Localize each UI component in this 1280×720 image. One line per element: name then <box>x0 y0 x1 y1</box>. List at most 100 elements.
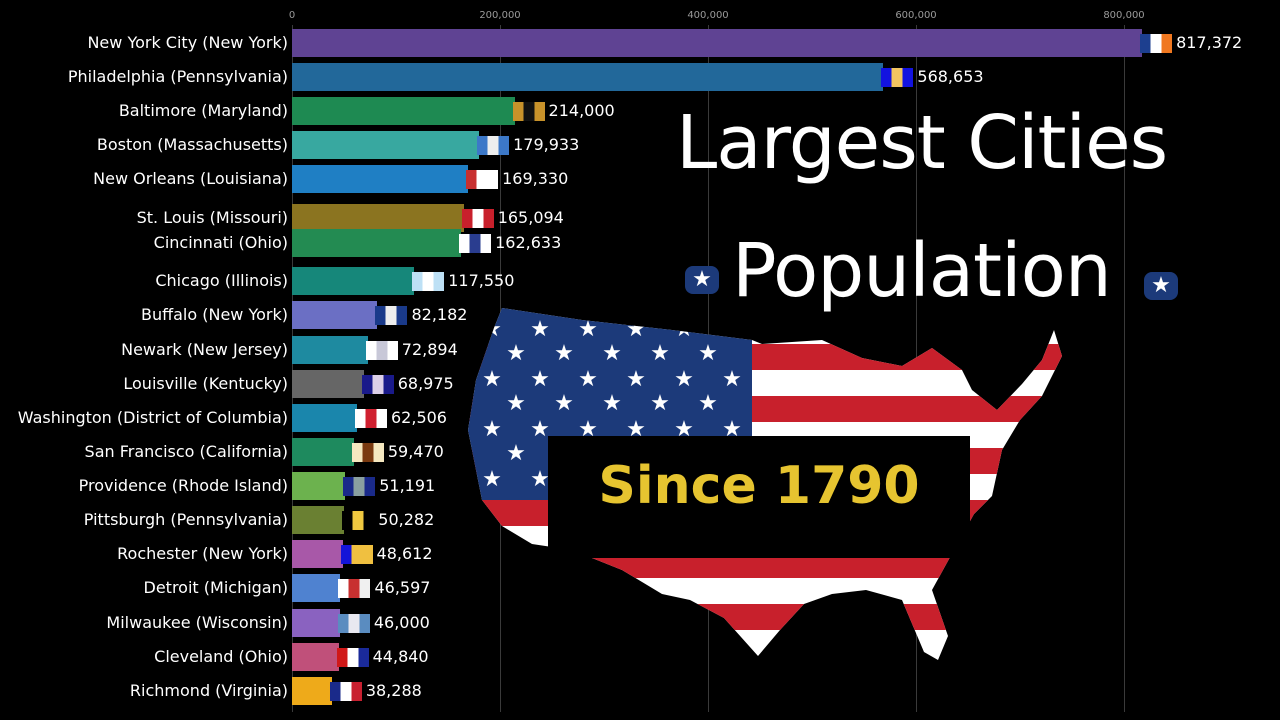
axis-tick-label: 400,000 <box>687 10 729 21</box>
city-flag-icon <box>336 648 369 667</box>
population-bar <box>292 574 341 602</box>
population-bar <box>292 229 462 257</box>
population-value: 169,330 <box>502 169 569 188</box>
svg-text:★: ★ <box>530 367 550 392</box>
svg-text:★: ★ <box>722 317 742 342</box>
city-label: Richmond (Virginia) <box>129 681 288 700</box>
population-bar <box>292 336 368 364</box>
city-flag-icon <box>1140 34 1173 53</box>
svg-text:★: ★ <box>722 367 742 392</box>
population-bar <box>292 301 378 329</box>
city-label: Baltimore (Maryland) <box>118 101 288 120</box>
population-bar <box>292 404 357 432</box>
svg-text:★: ★ <box>578 417 598 442</box>
city-label: Newark (New Jersey) <box>121 340 288 359</box>
svg-text:★: ★ <box>674 367 694 392</box>
population-bar <box>292 609 340 637</box>
city-flag-icon <box>355 409 387 428</box>
svg-text:★: ★ <box>578 317 598 342</box>
city-flag-icon <box>881 68 914 87</box>
svg-text:★: ★ <box>722 417 742 442</box>
city-label: Milwaukee (Wisconsin) <box>106 613 288 632</box>
bar-row: New Orleans (Louisiana) 169,330 <box>0 165 1280 193</box>
city-flag-icon <box>512 102 545 121</box>
svg-text:★: ★ <box>674 317 694 342</box>
bar-row: Cleveland (Ohio) 44,840 <box>0 643 1280 671</box>
bar-row: Louisville (Kentucky) 68,975 <box>0 370 1280 398</box>
bar-row: Washington (District of Columbia) 62,506 <box>0 404 1280 432</box>
svg-text:★: ★ <box>578 367 598 392</box>
population-bar <box>292 63 884 91</box>
population-value: 44,840 <box>372 647 429 666</box>
population-value: 817,372 <box>1176 33 1243 52</box>
svg-text:★: ★ <box>554 341 574 366</box>
svg-text:★: ★ <box>482 417 502 442</box>
city-flag-icon <box>351 443 384 462</box>
star-badge-left-icon: ★ <box>685 266 719 294</box>
city-flag-icon <box>343 477 376 496</box>
population-value: 165,094 <box>497 208 564 227</box>
city-flag-icon <box>340 545 373 564</box>
since-box: Since 1790 <box>548 436 970 558</box>
city-label: Philadelphia (Pennsylvania) <box>67 67 288 86</box>
city-label: Providence (Rhode Island) <box>78 476 288 495</box>
bar-row: Detroit (Michigan) 46,597 <box>0 574 1280 602</box>
population-bar <box>292 131 480 159</box>
bar-row: Newark (New Jersey) 72,894 <box>0 336 1280 364</box>
bar-row: Cincinnati (Ohio) 162,633 <box>0 229 1280 257</box>
bar-row: Baltimore (Maryland) 214,000 <box>0 97 1280 125</box>
axis-tick-label: 800,000 <box>1103 10 1145 21</box>
city-flag-icon <box>329 682 362 701</box>
bar-row: Buffalo (New York) 82,182 <box>0 301 1280 329</box>
svg-text:★: ★ <box>626 317 646 342</box>
axis-tick-label: 600,000 <box>895 10 937 21</box>
population-value: 568,653 <box>917 67 984 86</box>
city-flag-icon <box>375 306 408 325</box>
svg-text:★: ★ <box>530 417 550 442</box>
bar-row: Boston (Massachusetts) 179,933 <box>0 131 1280 159</box>
svg-text:★: ★ <box>698 391 718 416</box>
city-label: New York City (New York) <box>87 33 288 52</box>
city-label: Buffalo (New York) <box>140 305 288 324</box>
population-bar <box>292 29 1143 57</box>
population-value: 162,633 <box>495 233 562 252</box>
svg-text:★: ★ <box>674 417 694 442</box>
svg-text:★: ★ <box>506 341 526 366</box>
svg-text:★: ★ <box>530 467 550 492</box>
city-flag-icon <box>461 209 494 228</box>
bar-row: Richmond (Virginia) 38,288 <box>0 677 1280 705</box>
population-bar <box>292 165 469 193</box>
svg-text:★: ★ <box>482 467 502 492</box>
svg-text:★: ★ <box>626 417 646 442</box>
population-bar <box>292 643 339 671</box>
bar-row: New York City (New York) 817,372 <box>0 29 1280 57</box>
svg-text:★: ★ <box>482 367 502 392</box>
population-bar <box>292 97 515 125</box>
bar-row: St. Louis (Missouri) 165,094 <box>0 204 1280 232</box>
svg-text:★: ★ <box>650 391 670 416</box>
gridline <box>1124 25 1125 712</box>
city-label: Cincinnati (Ohio) <box>153 233 288 252</box>
city-label: Rochester (New York) <box>117 544 288 563</box>
population-value: 72,894 <box>401 340 458 359</box>
svg-text:★: ★ <box>506 441 526 466</box>
population-value: 117,550 <box>448 271 515 290</box>
city-label: St. Louis (Missouri) <box>136 208 288 227</box>
bar-row: Pittsburgh (Pennsylvania) 50,282 <box>0 506 1280 534</box>
city-label: Boston (Massachusetts) <box>96 135 288 154</box>
city-flag-icon <box>412 272 445 291</box>
svg-text:★: ★ <box>698 341 718 366</box>
svg-text:★: ★ <box>554 391 574 416</box>
bar-row: Chicago (Illinois) 117,550 <box>0 267 1280 295</box>
city-flag-icon <box>337 614 370 633</box>
city-label: Washington (District of Columbia) <box>17 408 288 427</box>
population-bar <box>292 370 364 398</box>
svg-text:★: ★ <box>626 367 646 392</box>
title-line-2: Population <box>732 228 1112 314</box>
city-flag-icon <box>365 341 398 360</box>
city-flag-icon <box>338 579 371 598</box>
population-bar <box>292 677 332 705</box>
bar-row: Philadelphia (Pennsylvania) 568,653 <box>0 63 1280 91</box>
city-flag-icon <box>361 375 394 394</box>
axis-tick-label: 200,000 <box>479 10 521 21</box>
